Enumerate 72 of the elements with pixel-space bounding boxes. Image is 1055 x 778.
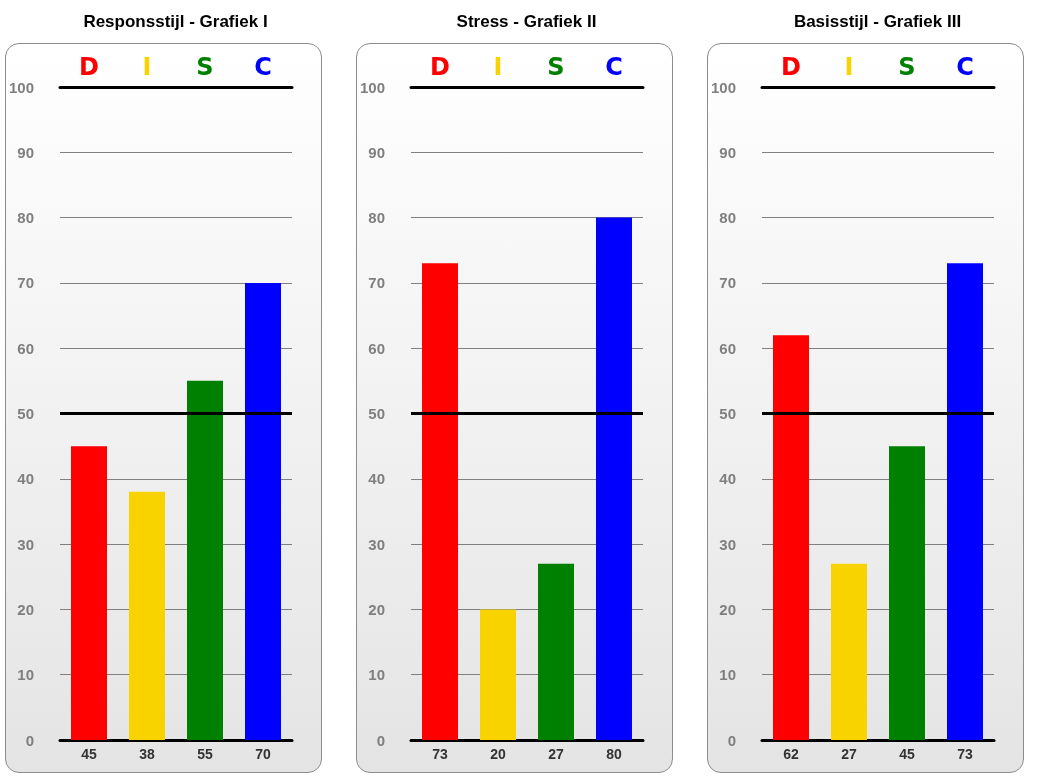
y-tick-label: 0 bbox=[25, 731, 34, 749]
y-tick-label: 30 bbox=[368, 535, 385, 553]
x-tick-label: C bbox=[605, 53, 623, 81]
y-tick-label: 30 bbox=[719, 535, 736, 553]
chart-title: Responsstijl - Grafiek I bbox=[83, 12, 268, 31]
x-tick-label: D bbox=[430, 53, 450, 81]
x-tick-label: I bbox=[493, 53, 503, 81]
bar bbox=[129, 491, 165, 740]
y-tick-label: 10 bbox=[719, 666, 736, 684]
data-label: 62 bbox=[783, 746, 799, 762]
chart-title: Stress - Grafiek II bbox=[456, 12, 597, 31]
data-label: 27 bbox=[548, 746, 564, 762]
bar bbox=[71, 446, 107, 740]
y-tick-label: 70 bbox=[368, 274, 385, 292]
data-label: 45 bbox=[81, 746, 97, 762]
x-tick-label: I bbox=[142, 53, 152, 81]
y-tick-label: 40 bbox=[719, 470, 736, 488]
y-tick-label: 80 bbox=[719, 209, 736, 227]
y-tick-label: 70 bbox=[17, 274, 34, 292]
bar bbox=[422, 263, 458, 740]
bar bbox=[889, 446, 925, 740]
y-tick-label: 100 bbox=[359, 78, 385, 96]
data-label: 55 bbox=[197, 746, 213, 762]
x-tick-label: C bbox=[254, 53, 272, 81]
y-tick-label: 20 bbox=[719, 600, 736, 618]
y-tick-label: 50 bbox=[17, 405, 34, 422]
bar bbox=[187, 380, 223, 740]
y-tick-label: 0 bbox=[376, 731, 385, 749]
y-tick-label: 50 bbox=[368, 405, 385, 422]
data-label: 38 bbox=[139, 746, 155, 762]
y-tick-label: 10 bbox=[368, 666, 385, 684]
y-tick-label: 60 bbox=[17, 339, 34, 357]
y-tick-label: 0 bbox=[727, 731, 736, 749]
data-label: 80 bbox=[606, 746, 622, 762]
y-tick-label: 10 bbox=[17, 666, 34, 684]
data-label: 73 bbox=[432, 746, 448, 762]
chart-title: Basisstijl - Grafiek III bbox=[793, 12, 962, 31]
y-tick-label: 60 bbox=[368, 339, 385, 357]
data-label: 27 bbox=[841, 746, 857, 762]
bar bbox=[538, 563, 574, 740]
y-tick-label: 40 bbox=[368, 470, 385, 488]
y-tick-label: 80 bbox=[17, 209, 34, 227]
x-tick-label: D bbox=[781, 53, 801, 81]
y-tick-label: 60 bbox=[719, 339, 736, 357]
bar bbox=[596, 217, 632, 740]
bar bbox=[480, 609, 516, 740]
data-label: 70 bbox=[255, 746, 271, 762]
x-tick-label: S bbox=[547, 53, 565, 81]
x-tick-label: I bbox=[844, 53, 854, 81]
data-label: 20 bbox=[490, 746, 506, 762]
y-tick-label: 90 bbox=[719, 143, 736, 161]
y-tick-label: 20 bbox=[368, 600, 385, 618]
x-tick-label: S bbox=[196, 53, 214, 81]
x-tick-label: S bbox=[898, 53, 916, 81]
y-tick-label: 50 bbox=[719, 405, 736, 422]
bar bbox=[245, 282, 281, 740]
y-tick-label: 90 bbox=[368, 143, 385, 161]
bar bbox=[831, 563, 867, 740]
y-tick-label: 100 bbox=[710, 78, 736, 96]
y-tick-label: 100 bbox=[8, 78, 34, 96]
y-tick-label: 40 bbox=[17, 470, 34, 488]
data-label: 45 bbox=[899, 746, 915, 762]
y-tick-label: 90 bbox=[17, 143, 34, 161]
y-tick-label: 30 bbox=[17, 535, 34, 553]
y-tick-label: 20 bbox=[17, 600, 34, 618]
data-label: 73 bbox=[957, 746, 973, 762]
y-tick-label: 80 bbox=[368, 209, 385, 227]
y-tick-label: 70 bbox=[719, 274, 736, 292]
x-tick-label: D bbox=[79, 53, 99, 81]
bar bbox=[947, 263, 983, 740]
bar bbox=[773, 335, 809, 740]
x-tick-label: C bbox=[956, 53, 974, 81]
